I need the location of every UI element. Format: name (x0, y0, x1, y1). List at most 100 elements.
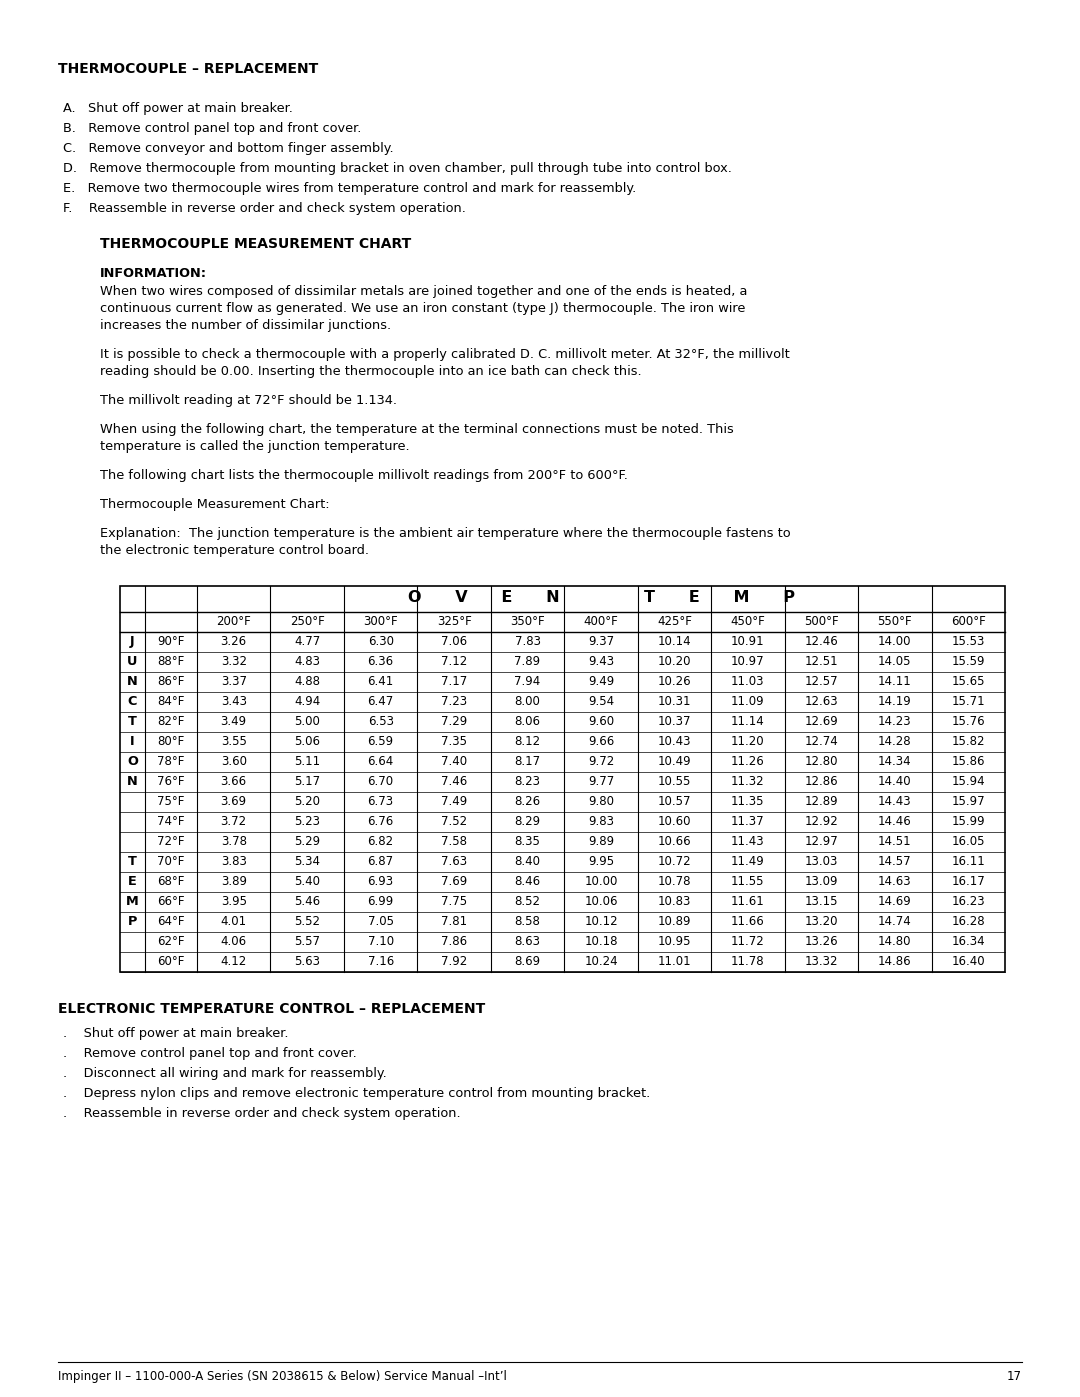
Text: 14.80: 14.80 (878, 935, 912, 949)
Text: 10.66: 10.66 (658, 835, 691, 848)
Text: 13.20: 13.20 (805, 915, 838, 928)
Text: increases the number of dissimilar junctions.: increases the number of dissimilar junct… (100, 319, 391, 332)
Text: 68°F: 68°F (158, 875, 185, 888)
Text: 7.46: 7.46 (441, 775, 468, 788)
Text: 9.77: 9.77 (588, 775, 615, 788)
Text: 17: 17 (1007, 1370, 1022, 1383)
Text: 3.60: 3.60 (220, 754, 246, 768)
Text: 9.54: 9.54 (588, 694, 615, 708)
Bar (120, 585, 1005, 972)
Text: 12.89: 12.89 (805, 795, 838, 807)
Text: 6.64: 6.64 (367, 754, 394, 768)
Text: 11.49: 11.49 (731, 855, 765, 868)
Text: 9.80: 9.80 (588, 795, 615, 807)
Text: The millivolt reading at 72°F should be 1.134.: The millivolt reading at 72°F should be … (100, 394, 397, 407)
Text: 11.01: 11.01 (658, 956, 691, 968)
Text: 11.32: 11.32 (731, 775, 765, 788)
Text: 16.05: 16.05 (951, 835, 985, 848)
Text: N: N (127, 775, 138, 788)
Text: 10.06: 10.06 (584, 895, 618, 908)
Text: the electronic temperature control board.: the electronic temperature control board… (100, 543, 369, 557)
Text: 8.17: 8.17 (514, 754, 541, 768)
Text: 11.37: 11.37 (731, 814, 765, 828)
Text: 14.63: 14.63 (878, 875, 912, 888)
Text: 9.49: 9.49 (588, 675, 615, 687)
Text: 13.15: 13.15 (805, 895, 838, 908)
Text: 6.59: 6.59 (367, 735, 394, 747)
Text: 82°F: 82°F (158, 715, 185, 728)
Text: 7.35: 7.35 (441, 735, 467, 747)
Text: 10.78: 10.78 (658, 875, 691, 888)
Text: 5.29: 5.29 (294, 835, 321, 848)
Text: 8.26: 8.26 (514, 795, 541, 807)
Text: D.   Remove thermocouple from mounting bracket in oven chamber, pull through tub: D. Remove thermocouple from mounting bra… (63, 162, 732, 175)
Text: 9.43: 9.43 (588, 655, 615, 668)
Text: E.   Remove two thermocouple wires from temperature control and mark for reassem: E. Remove two thermocouple wires from te… (63, 182, 636, 196)
Text: 7.92: 7.92 (441, 956, 468, 968)
Text: 84°F: 84°F (158, 694, 185, 708)
Text: 450°F: 450°F (730, 615, 766, 629)
Text: 7.05: 7.05 (367, 915, 393, 928)
Text: 5.46: 5.46 (294, 895, 321, 908)
Text: 3.55: 3.55 (220, 735, 246, 747)
Text: .    Remove control panel top and front cover.: . Remove control panel top and front cov… (63, 1046, 356, 1060)
Text: 10.14: 10.14 (658, 636, 691, 648)
Text: 3.83: 3.83 (220, 855, 246, 868)
Text: 400°F: 400°F (583, 615, 619, 629)
Text: 7.17: 7.17 (441, 675, 468, 687)
Text: reading should be 0.00. Inserting the thermocouple into an ice bath can check th: reading should be 0.00. Inserting the th… (100, 365, 642, 379)
Text: 10.55: 10.55 (658, 775, 691, 788)
Text: 3.32: 3.32 (220, 655, 246, 668)
Text: 10.12: 10.12 (584, 915, 618, 928)
Text: 4.88: 4.88 (294, 675, 320, 687)
Text: 425°F: 425°F (657, 615, 692, 629)
Text: 12.46: 12.46 (805, 636, 838, 648)
Text: 15.94: 15.94 (951, 775, 985, 788)
Text: 15.97: 15.97 (951, 795, 985, 807)
Text: 3.66: 3.66 (220, 775, 247, 788)
Text: 3.89: 3.89 (220, 875, 246, 888)
Text: 13.09: 13.09 (805, 875, 838, 888)
Text: 7.16: 7.16 (367, 956, 394, 968)
Text: 8.58: 8.58 (514, 915, 540, 928)
Text: 3.72: 3.72 (220, 814, 247, 828)
Text: 74°F: 74°F (158, 814, 185, 828)
Text: 86°F: 86°F (158, 675, 185, 687)
Text: 10.83: 10.83 (658, 895, 691, 908)
Text: 7.29: 7.29 (441, 715, 468, 728)
Text: 13.03: 13.03 (805, 855, 838, 868)
Text: 4.94: 4.94 (294, 694, 321, 708)
Text: 600°F: 600°F (950, 615, 986, 629)
Text: 7.10: 7.10 (367, 935, 394, 949)
Text: 11.55: 11.55 (731, 875, 765, 888)
Text: 6.99: 6.99 (367, 895, 394, 908)
Text: 10.60: 10.60 (658, 814, 691, 828)
Text: 3.95: 3.95 (220, 895, 246, 908)
Text: 3.49: 3.49 (220, 715, 247, 728)
Text: 15.86: 15.86 (951, 754, 985, 768)
Text: 14.19: 14.19 (878, 694, 912, 708)
Text: 10.24: 10.24 (584, 956, 618, 968)
Text: I: I (131, 735, 135, 747)
Text: 14.69: 14.69 (878, 895, 912, 908)
Text: B.   Remove control panel top and front cover.: B. Remove control panel top and front co… (63, 122, 362, 136)
Text: Impinger II – 1100-000-A Series (SN 2038615 & Below) Service Manual –Int’l: Impinger II – 1100-000-A Series (SN 2038… (58, 1370, 507, 1383)
Text: 10.26: 10.26 (658, 675, 691, 687)
Text: 11.14: 11.14 (731, 715, 765, 728)
Text: 6.87: 6.87 (367, 855, 394, 868)
Text: 7.86: 7.86 (441, 935, 468, 949)
Text: 11.35: 11.35 (731, 795, 765, 807)
Text: 70°F: 70°F (158, 855, 185, 868)
Text: 14.28: 14.28 (878, 735, 912, 747)
Text: 5.20: 5.20 (294, 795, 320, 807)
Text: 10.97: 10.97 (731, 655, 765, 668)
Text: 15.71: 15.71 (951, 694, 985, 708)
Text: 4.01: 4.01 (220, 915, 247, 928)
Text: 6.30: 6.30 (367, 636, 393, 648)
Text: 15.99: 15.99 (951, 814, 985, 828)
Text: 8.69: 8.69 (514, 956, 541, 968)
Text: 7.52: 7.52 (441, 814, 468, 828)
Text: 12.80: 12.80 (805, 754, 838, 768)
Text: 14.40: 14.40 (878, 775, 912, 788)
Text: 8.12: 8.12 (514, 735, 541, 747)
